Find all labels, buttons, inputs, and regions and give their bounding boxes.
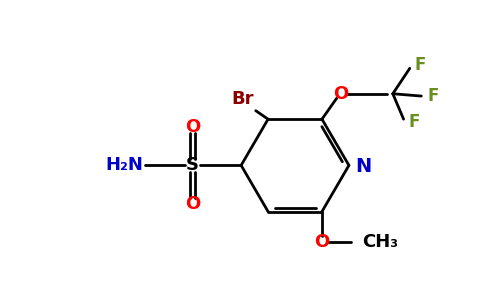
Text: F: F — [427, 87, 439, 105]
Text: F: F — [414, 56, 426, 74]
Text: S: S — [186, 156, 199, 174]
Text: CH₃: CH₃ — [362, 233, 398, 251]
Text: F: F — [408, 113, 420, 131]
Text: Br: Br — [232, 90, 254, 108]
Text: O: O — [185, 195, 200, 213]
Text: O: O — [314, 233, 330, 251]
Text: N: N — [355, 158, 371, 176]
Text: H₂N: H₂N — [106, 156, 143, 174]
Text: O: O — [185, 118, 200, 136]
Text: O: O — [333, 85, 349, 103]
